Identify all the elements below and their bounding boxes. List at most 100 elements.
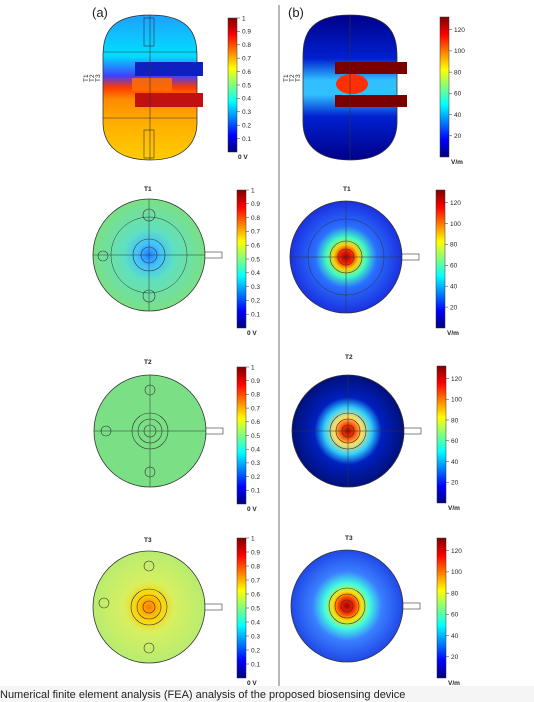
colorbar-gradient — [436, 365, 447, 504]
figure-caption: Numerical finite element analysis (FEA) … — [0, 689, 406, 701]
lower-electrode-field — [335, 95, 407, 107]
colorbar-tick-label: 0.1 — [251, 661, 260, 668]
t2-potential-map — [93, 374, 224, 488]
colorbar-tick-label: 1 — [251, 187, 255, 194]
colorbar-tick-label: 0.8 — [251, 563, 260, 570]
colorbar-tick-label: 0.3 — [242, 109, 251, 116]
field-marker-t1: T1 — [283, 74, 290, 82]
colorbar-tick-label: 0.7 — [251, 405, 260, 412]
colorbar-tick-label: 120 — [451, 376, 462, 383]
t3-connector — [204, 603, 223, 611]
colorbar-tick-label: 0.7 — [242, 56, 251, 63]
colorbar-tick-label: 0.4 — [251, 270, 260, 277]
section-label-t2-right: T2 — [345, 354, 353, 361]
colorbar-gradient — [236, 537, 247, 679]
colorbar-tick-label: 20 — [451, 480, 459, 487]
t3-potential-disc — [92, 550, 206, 664]
colorbar-tick-label: 120 — [451, 548, 462, 555]
t3-field-ring — [328, 587, 366, 625]
upper-electrode — [135, 62, 203, 76]
figure-canvas — [0, 0, 534, 686]
colorbar-tick-label: 0.5 — [251, 433, 260, 440]
potential-colorbar-t1: 1 0.9 0.8 0.7 0.6 0.5 0.4 0.3 0.2 0.1 0 V — [236, 187, 260, 337]
side-marker-t2: T2 — [89, 74, 96, 82]
colorbar-tick-label: 1 — [251, 364, 255, 371]
side-marker-t1: T1 — [83, 74, 90, 82]
section-label-t1-left: T1 — [144, 186, 152, 193]
colorbar-tick-label: 0.2 — [251, 474, 260, 481]
field-marker-t2: T2 — [289, 74, 296, 82]
colorbar-tick-label: 0.8 — [251, 392, 260, 399]
t3-ring — [130, 588, 168, 626]
t3-field-disc — [290, 549, 404, 663]
colorbar-tick-label: 0.6 — [251, 243, 260, 250]
t1-field-connector — [401, 253, 420, 261]
colorbar-tick-label: 0.6 — [242, 69, 251, 76]
colorbar-tick-label: 20 — [451, 654, 459, 661]
colorbar-tick-label: 100 — [451, 569, 462, 576]
section-label-t3-left: T3 — [144, 537, 152, 544]
colorbar-gradient — [439, 16, 450, 158]
colorbar-tick-label: 1 — [251, 535, 255, 542]
colorbar-tick-label: 0.1 — [251, 488, 260, 495]
t3-port — [143, 642, 155, 654]
colorbars: 1 0.9 0.8 0.7 0.6 0.5 0.4 0.3 0.2 0.1 0 V 1 0.9 0.8 0.… — [227, 15, 465, 687]
colorbar-tick-label: 0.4 — [242, 96, 251, 103]
section-label-t1-right: T1 — [343, 186, 351, 193]
t3-field-ring — [334, 593, 360, 619]
t2-connector — [205, 427, 224, 435]
colorbar-tick-label: 120 — [454, 27, 465, 34]
field-colorbar-top: 120 100 80 60 40 20 V/m — [439, 16, 465, 166]
colorbar-tick-label: 80 — [451, 590, 459, 597]
colorbar-tick-label: 100 — [450, 221, 461, 228]
upper-electrode-field — [335, 62, 407, 74]
field-marker-t3: T3 — [295, 74, 302, 82]
colorbar-tick-label: 0.5 — [251, 605, 260, 612]
colorbar-tick-label: 0.9 — [251, 378, 260, 385]
colorbar-gradient — [227, 17, 238, 153]
colorbar-tick-label: 40 — [454, 112, 462, 119]
field-colorbar-t1: 120 100 80 60 40 20 V/m — [435, 189, 461, 337]
side-view-field: T1 T2 T3 — [283, 14, 407, 161]
potential-colorbar-t3: 1 0.9 0.8 0.7 0.6 0.5 0.4 0.3 0.2 0.1 0 V — [236, 535, 260, 687]
colorbar-tick-label: 0.9 — [251, 201, 260, 208]
t1-field-map — [289, 200, 420, 314]
section-label-t2-left: T2 — [144, 359, 152, 366]
colorbar-unit-label: 0 V — [247, 506, 257, 513]
colorbar-tick-label: 0.7 — [251, 229, 260, 236]
t1-port — [97, 250, 109, 262]
t2-field-map — [291, 374, 422, 488]
field-colorbar-t2: 120 100 80 60 40 20 V/m — [436, 365, 462, 512]
field-hotspot — [336, 74, 368, 94]
section-label-t3-right: T3 — [345, 535, 353, 542]
colorbar-tick-label: 60 — [454, 91, 462, 98]
potential-colorbar-top: 1 0.9 0.8 0.7 0.6 0.5 0.4 0.3 0.2 0.1 0 V — [227, 15, 251, 161]
side-port — [143, 17, 155, 47]
colorbar-tick-label: 0.2 — [242, 123, 251, 130]
colorbar-tick-label: 80 — [451, 417, 459, 424]
panel-b-label: (b) — [288, 5, 304, 20]
colorbar-tick-label: 0.7 — [251, 577, 260, 584]
side-view-field-markers: T1 T2 T3 — [283, 74, 302, 82]
colorbar-tick-label: 60 — [451, 438, 459, 445]
t3-field-ring — [340, 599, 354, 613]
colorbar-tick-label: 40 — [451, 633, 459, 640]
colorbar-tick-label: 0.8 — [242, 42, 251, 49]
colorbar-unit-label: 0 V — [238, 154, 248, 161]
channel-region — [132, 78, 172, 91]
field-colorbar-t3: 120 100 80 60 40 20 V/m — [436, 537, 462, 687]
colorbar-tick-label: 0.1 — [251, 312, 260, 319]
colorbar-tick-label: 0.6 — [251, 419, 260, 426]
colorbar-tick-label: 0.8 — [251, 215, 260, 222]
colorbar-tick-label: 0.4 — [251, 619, 260, 626]
colorbar-tick-label: 100 — [454, 48, 465, 55]
colorbar-tick-label: 0.3 — [251, 460, 260, 467]
colorbar-unit-label: V/m — [448, 680, 460, 687]
colorbar-tick-label: 0.4 — [251, 447, 260, 454]
t1-potential-map — [92, 198, 223, 312]
colorbar-tick-label: 60 — [450, 263, 458, 270]
colorbar-tick-label: 0.6 — [251, 591, 260, 598]
t3-ring — [136, 594, 162, 620]
colorbar-tick-label: 80 — [450, 242, 458, 249]
